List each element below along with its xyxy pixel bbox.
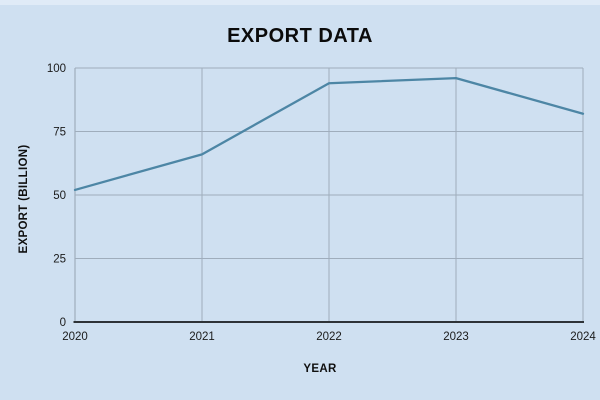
x-tick-label-2022: 2022: [316, 331, 342, 343]
top-edge-highlight: [0, 0, 600, 5]
gridlines: [75, 67, 584, 322]
x-axis-tick-labels: 2020 2021 2022 2023 2024: [62, 331, 596, 343]
y-tick-label-100: 100: [47, 63, 66, 75]
x-axis-label: YEAR: [303, 363, 337, 375]
x-tick-label-2024: 2024: [570, 331, 596, 343]
y-tick-label-75: 75: [53, 127, 66, 139]
chart-title: EXPORT DATA: [227, 25, 373, 47]
x-tick-label-2023: 2023: [443, 331, 469, 343]
x-tick-label-2021: 2021: [189, 331, 215, 343]
y-tick-label-25: 25: [53, 254, 66, 266]
y-tick-label-0: 0: [60, 317, 66, 329]
y-axis-label: EXPORT (BILLION): [18, 145, 30, 254]
x-tick-label-2020: 2020: [62, 331, 88, 343]
export-data-line: [73, 77, 585, 192]
y-axis-tick-labels: 0 25 50 75 100: [47, 63, 66, 329]
y-tick-label-50: 50: [53, 190, 66, 202]
